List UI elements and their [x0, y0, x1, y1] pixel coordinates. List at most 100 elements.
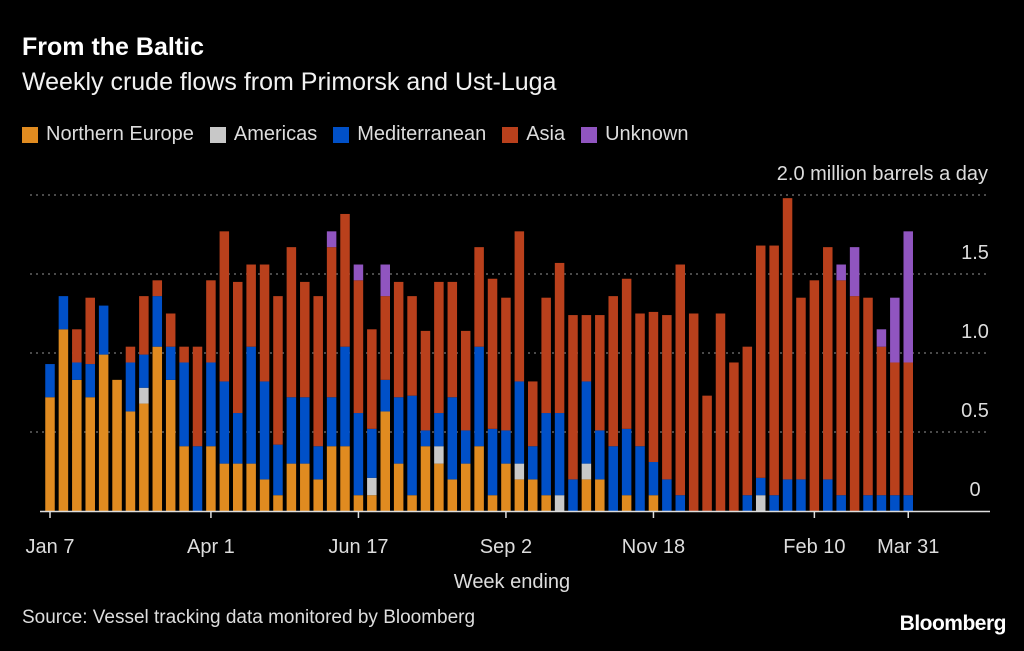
bar-segment [313, 479, 323, 511]
legend-item: Asia [502, 123, 565, 146]
legend-label: Asia [526, 123, 566, 145]
bar-segment [501, 463, 511, 511]
x-axis-title: Week ending [454, 571, 570, 593]
bar-segment [501, 297, 511, 431]
bar-segment [179, 446, 189, 511]
bar-segment [326, 446, 337, 511]
bar-segment [903, 495, 913, 511]
bar-segment [514, 479, 525, 511]
y-tick-label: 0.5 [961, 400, 989, 422]
bar-segment [407, 395, 417, 496]
bar-segment [58, 329, 69, 511]
legend-item: Unknown [581, 123, 689, 146]
bar-segment [782, 198, 793, 480]
legend-swatch [22, 126, 38, 143]
bar-segment [326, 231, 337, 248]
legend-label: Americas [233, 123, 318, 145]
bar-segment [434, 463, 444, 511]
bar-segment [380, 296, 390, 380]
bar-segment [192, 346, 203, 447]
bar-segment [528, 381, 538, 447]
bar-segment [769, 245, 779, 496]
bar-segment [755, 245, 766, 478]
chart-title: From the Baltic [22, 33, 204, 61]
bar-segment [796, 479, 806, 511]
bar-segment [447, 397, 458, 480]
bar-segment [313, 296, 323, 447]
y-tick-label: 1.0 [961, 321, 989, 343]
bar-segment [125, 411, 136, 511]
bar-segment [903, 362, 913, 496]
bar-segment [300, 463, 310, 511]
bar-segment [259, 479, 270, 511]
bar-segment [420, 330, 431, 431]
bar-segment [514, 231, 525, 382]
bar-segment [139, 403, 149, 511]
bar-segment [715, 313, 726, 511]
bar-segment [420, 430, 431, 447]
bar-segment [393, 397, 404, 464]
bar-segment [85, 397, 95, 511]
bar-segment [85, 364, 95, 398]
bar-segment [554, 495, 565, 511]
bar-segment [608, 296, 618, 447]
x-tick-label: Mar 31 [877, 536, 939, 558]
legend-label: Unknown [605, 123, 689, 145]
bar-segment [595, 430, 605, 480]
legend: Northern Europe Americas Mediterranean Asia… [22, 123, 689, 146]
bar-segment [796, 297, 806, 480]
bar-segment [581, 479, 592, 511]
bar-segment [219, 381, 230, 464]
bar-segment [514, 463, 525, 480]
bar-segment [474, 346, 484, 447]
bar-segment [179, 346, 189, 363]
bar-segment [273, 296, 283, 445]
bar-segment [353, 264, 364, 281]
bar-segment [165, 379, 176, 511]
bar-segment [407, 296, 417, 396]
bar-segment [581, 463, 592, 480]
chart-subtitle: Weekly crude flows from Primorsk and Ust… [22, 68, 557, 96]
x-tick-label: Feb 10 [783, 536, 845, 558]
bar-segment [541, 495, 551, 511]
bar-segment [581, 315, 592, 382]
legend-label: Mediterranean [357, 123, 487, 145]
bar-segment [849, 296, 860, 511]
bar-segment [541, 413, 551, 496]
bar-segment [863, 297, 873, 496]
bar-segment [313, 446, 323, 480]
bar-segment [836, 280, 846, 496]
bar-segment [367, 329, 377, 429]
y-tick-label: 1.5 [961, 242, 989, 264]
bar-segment [286, 397, 297, 464]
bar-segment [849, 247, 860, 297]
bar-segment [139, 296, 149, 355]
bar-segment [474, 446, 484, 511]
y-tick-label: 0 [969, 479, 980, 501]
bar-segment [863, 495, 873, 511]
bar-segment [300, 397, 310, 464]
bar-segment [447, 479, 458, 511]
bar-segment [206, 446, 216, 511]
bar-segment [232, 281, 243, 414]
bar-segment [460, 430, 471, 464]
source-note: Source: Vessel tracking data monitored b… [22, 607, 476, 628]
bar-segment [139, 354, 149, 388]
bar-segment [487, 495, 498, 511]
bar-segment [836, 495, 846, 511]
bar-segment [259, 264, 270, 382]
x-tick-label: Jan 7 [26, 536, 75, 558]
bar-segment [528, 446, 538, 480]
bar-segment [487, 428, 498, 496]
bar-segment [232, 413, 243, 464]
bar-segment [420, 446, 431, 511]
bar-segment [568, 315, 578, 480]
legend-swatch [333, 126, 350, 143]
bar-segment [742, 346, 753, 496]
bar-segment [165, 346, 176, 380]
bar-segment [152, 280, 163, 297]
legend-swatch [209, 126, 226, 143]
bar-segment [541, 297, 551, 414]
bar-segment [890, 297, 900, 363]
bar-segment [447, 281, 458, 398]
